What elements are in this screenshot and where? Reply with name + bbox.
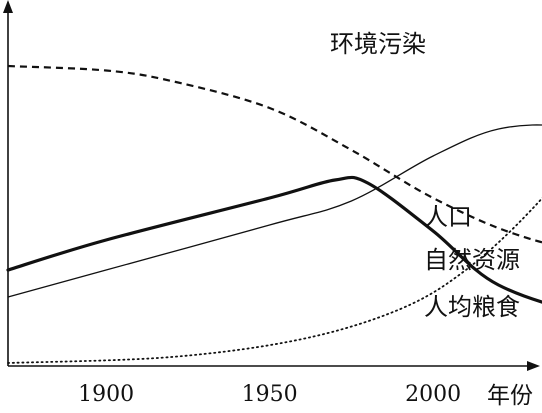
label-environmental-pollution: 环境污染: [330, 30, 426, 58]
label-food-per-capita: 人均粮食: [424, 293, 520, 321]
axes: [3, 0, 540, 371]
x-tick-label: 1900: [78, 382, 134, 407]
label-population: 人口: [424, 203, 472, 231]
x-axis-label: 年份: [487, 383, 533, 409]
y-axis-arrow: [3, 0, 13, 13]
series-line-environmental-pollution: [7, 197, 542, 364]
label-natural-resources: 自然资源: [424, 246, 520, 274]
series-line-natural-resources: [7, 64, 542, 244]
x-tick-label: 2000: [405, 382, 461, 407]
series-line-food-per-capita: [6, 175, 542, 304]
x-tick-label: 1950: [242, 382, 298, 407]
x-axis-arrow: [527, 361, 540, 371]
series-line-population: [7, 124, 542, 298]
